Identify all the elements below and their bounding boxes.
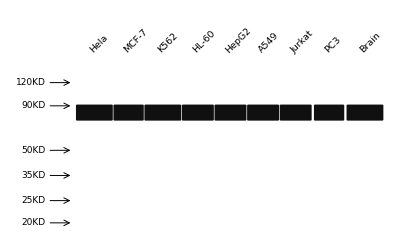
FancyBboxPatch shape (247, 105, 279, 121)
Text: 90KD: 90KD (22, 101, 46, 110)
Text: 25KD: 25KD (22, 196, 46, 205)
Text: 35KD: 35KD (22, 171, 46, 180)
Text: HL-60: HL-60 (192, 29, 217, 55)
FancyBboxPatch shape (182, 105, 214, 121)
Text: HepG2: HepG2 (224, 26, 253, 55)
FancyBboxPatch shape (214, 105, 246, 121)
Text: 50KD: 50KD (22, 146, 46, 155)
Text: Brain: Brain (358, 31, 382, 55)
Text: 20KD: 20KD (22, 218, 46, 227)
FancyBboxPatch shape (144, 105, 181, 121)
FancyBboxPatch shape (280, 105, 312, 121)
FancyBboxPatch shape (346, 105, 383, 121)
Text: Jurkat: Jurkat (289, 29, 315, 55)
Text: MCF-7: MCF-7 (122, 27, 150, 55)
Text: Hela: Hela (88, 33, 110, 55)
Text: 120KD: 120KD (16, 78, 46, 87)
Text: K562: K562 (156, 31, 180, 55)
Text: A549: A549 (257, 31, 280, 55)
FancyBboxPatch shape (314, 105, 344, 121)
FancyBboxPatch shape (114, 105, 144, 121)
FancyBboxPatch shape (76, 105, 113, 121)
Text: PC3: PC3 (323, 35, 342, 55)
